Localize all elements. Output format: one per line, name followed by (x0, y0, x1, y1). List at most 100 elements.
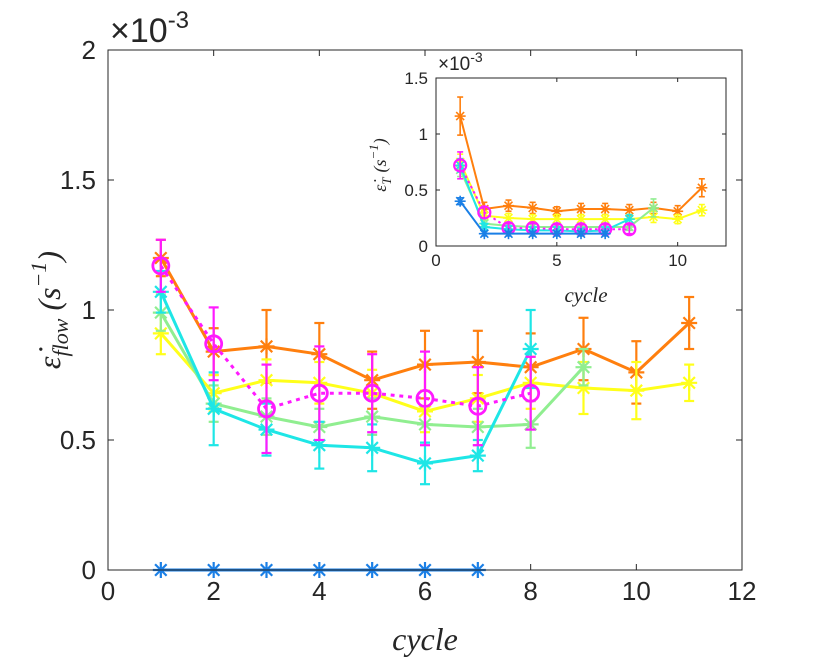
main-multiplier-base: ×10 (110, 12, 168, 50)
main-point-cyan (417, 455, 433, 472)
main-ytick-label: 0.5 (60, 425, 96, 455)
main-marker-stroke (312, 438, 326, 452)
inset-xtick-label: 0 (431, 251, 440, 270)
inset-point-magenta (453, 158, 468, 173)
main-ylabel-subscript: flow (48, 318, 73, 356)
inset-axes-frame (435, 77, 727, 247)
inset-point-orange (454, 110, 466, 122)
inset-series-line-magenta (459, 164, 630, 231)
inset-point-blue (503, 228, 514, 240)
inset-point-magenta (477, 205, 492, 220)
main-point-yellow (628, 382, 645, 399)
main-point-yellow (575, 380, 592, 396)
main-xtick-label: 12 (728, 576, 757, 606)
inset-point-blue (454, 195, 466, 207)
main-point-magenta (521, 383, 541, 403)
main-x-axis-label: cycle (392, 621, 458, 657)
main-marker-stroke (629, 384, 643, 398)
main-point-cyan (469, 447, 486, 464)
main-marker-stroke (471, 449, 485, 463)
inset-ytick-label: 1 (419, 125, 428, 144)
inset-marker-stroke (479, 229, 489, 239)
main-multiplier-exponent: -3 (168, 7, 189, 34)
inset-point-yellow (599, 213, 611, 225)
main-ytick-label: 0 (82, 555, 96, 585)
main-marker-stroke (207, 402, 221, 416)
main-point-magenta (257, 399, 276, 419)
main-y-axis-label: ε̇flow(s−1) (26, 251, 73, 369)
main-point-magenta (204, 334, 224, 354)
main-series-magenta (151, 238, 541, 455)
main-ylabel-unit: (s (31, 287, 67, 310)
main-marker-stroke (576, 360, 591, 374)
inset-series-layer (453, 96, 708, 240)
main-point-orange (681, 315, 698, 331)
main-point-yellow (681, 374, 698, 391)
main-point-cyan (364, 439, 381, 456)
inset-marker-stroke (503, 229, 514, 239)
inset-marker-stroke (600, 204, 610, 214)
inset-point-blue (575, 228, 587, 240)
inset-marker-stroke (673, 214, 683, 224)
inset-xtick-label: 5 (552, 251, 561, 270)
main-xtick-label: 2 (206, 576, 220, 606)
main-marker-stroke (259, 339, 274, 353)
main-ylabel-unit-close: ) (31, 251, 67, 264)
inset-ytick-label: 0.5 (404, 181, 428, 200)
inset-point-orange (503, 200, 514, 212)
inset-marker-stroke (528, 229, 538, 239)
main-point-magenta (151, 256, 171, 276)
main-point-magenta (415, 388, 435, 408)
inset-marker-stroke (455, 111, 465, 121)
main-xtick-label: 8 (523, 576, 537, 606)
main-marker-stroke (682, 376, 696, 390)
inset-ytick-label: 0 (419, 237, 428, 256)
main-axes-frame (107, 49, 743, 571)
inset-point-yellow (696, 204, 708, 216)
inset-multiplier-base: ×10 (438, 54, 470, 75)
main-marker-stroke (154, 326, 168, 340)
inset-marker-stroke (503, 213, 514, 223)
inset-marker-stroke (648, 203, 659, 213)
inset-marker-stroke (624, 214, 634, 224)
inset-ytick-label: 1.5 (404, 69, 428, 88)
inset-marker-stroke (624, 205, 634, 215)
main-point-green (575, 359, 592, 376)
main-point-cyan (522, 341, 539, 357)
inset-point-blue (599, 228, 611, 240)
inset-ticks: 0 5 10 0 0.5 1 1.5 (404, 69, 726, 270)
main-xtick-label: 10 (622, 576, 651, 606)
main-xtick-label: 6 (418, 576, 432, 606)
inset-point-blue (527, 228, 539, 240)
main-point-orange (258, 338, 275, 355)
inset-marker-stroke (455, 196, 465, 206)
main-ylabel-unit-exponent: −1 (26, 262, 51, 288)
inset-point-magenta (622, 222, 637, 237)
inset-point-orange (696, 182, 708, 194)
inset-xtick-label: 10 (668, 251, 687, 270)
inset-marker-stroke (552, 229, 562, 239)
main-ytick-label: 1.5 (60, 165, 96, 195)
inset-marker-stroke (552, 214, 562, 224)
main-marker-stroke (418, 456, 432, 470)
inset-point-yellow (672, 213, 684, 225)
inset-ylabel-subscript: T (379, 177, 394, 185)
inset-marker-stroke (600, 214, 610, 224)
inset-point-orange (575, 203, 587, 215)
inset-marker-stroke (697, 183, 707, 193)
main-multiplier: ×10-3 (110, 7, 189, 50)
inset-marker-stroke (576, 229, 586, 239)
main-point-magenta (309, 383, 329, 403)
inset-point-blue (551, 228, 563, 240)
inset-ylabel-unit-exponent: −1 (366, 144, 381, 159)
inset-marker-stroke (576, 214, 586, 224)
inset-series-blue (454, 195, 611, 240)
inset-x-axis-label: cycle (564, 283, 607, 307)
inset-point-blue (478, 228, 490, 240)
inset-marker-stroke (600, 229, 610, 239)
main-ytick-label: 2 (82, 35, 96, 65)
svg-text:ε̇flow(s−1): ε̇flow(s−1) (26, 251, 73, 369)
